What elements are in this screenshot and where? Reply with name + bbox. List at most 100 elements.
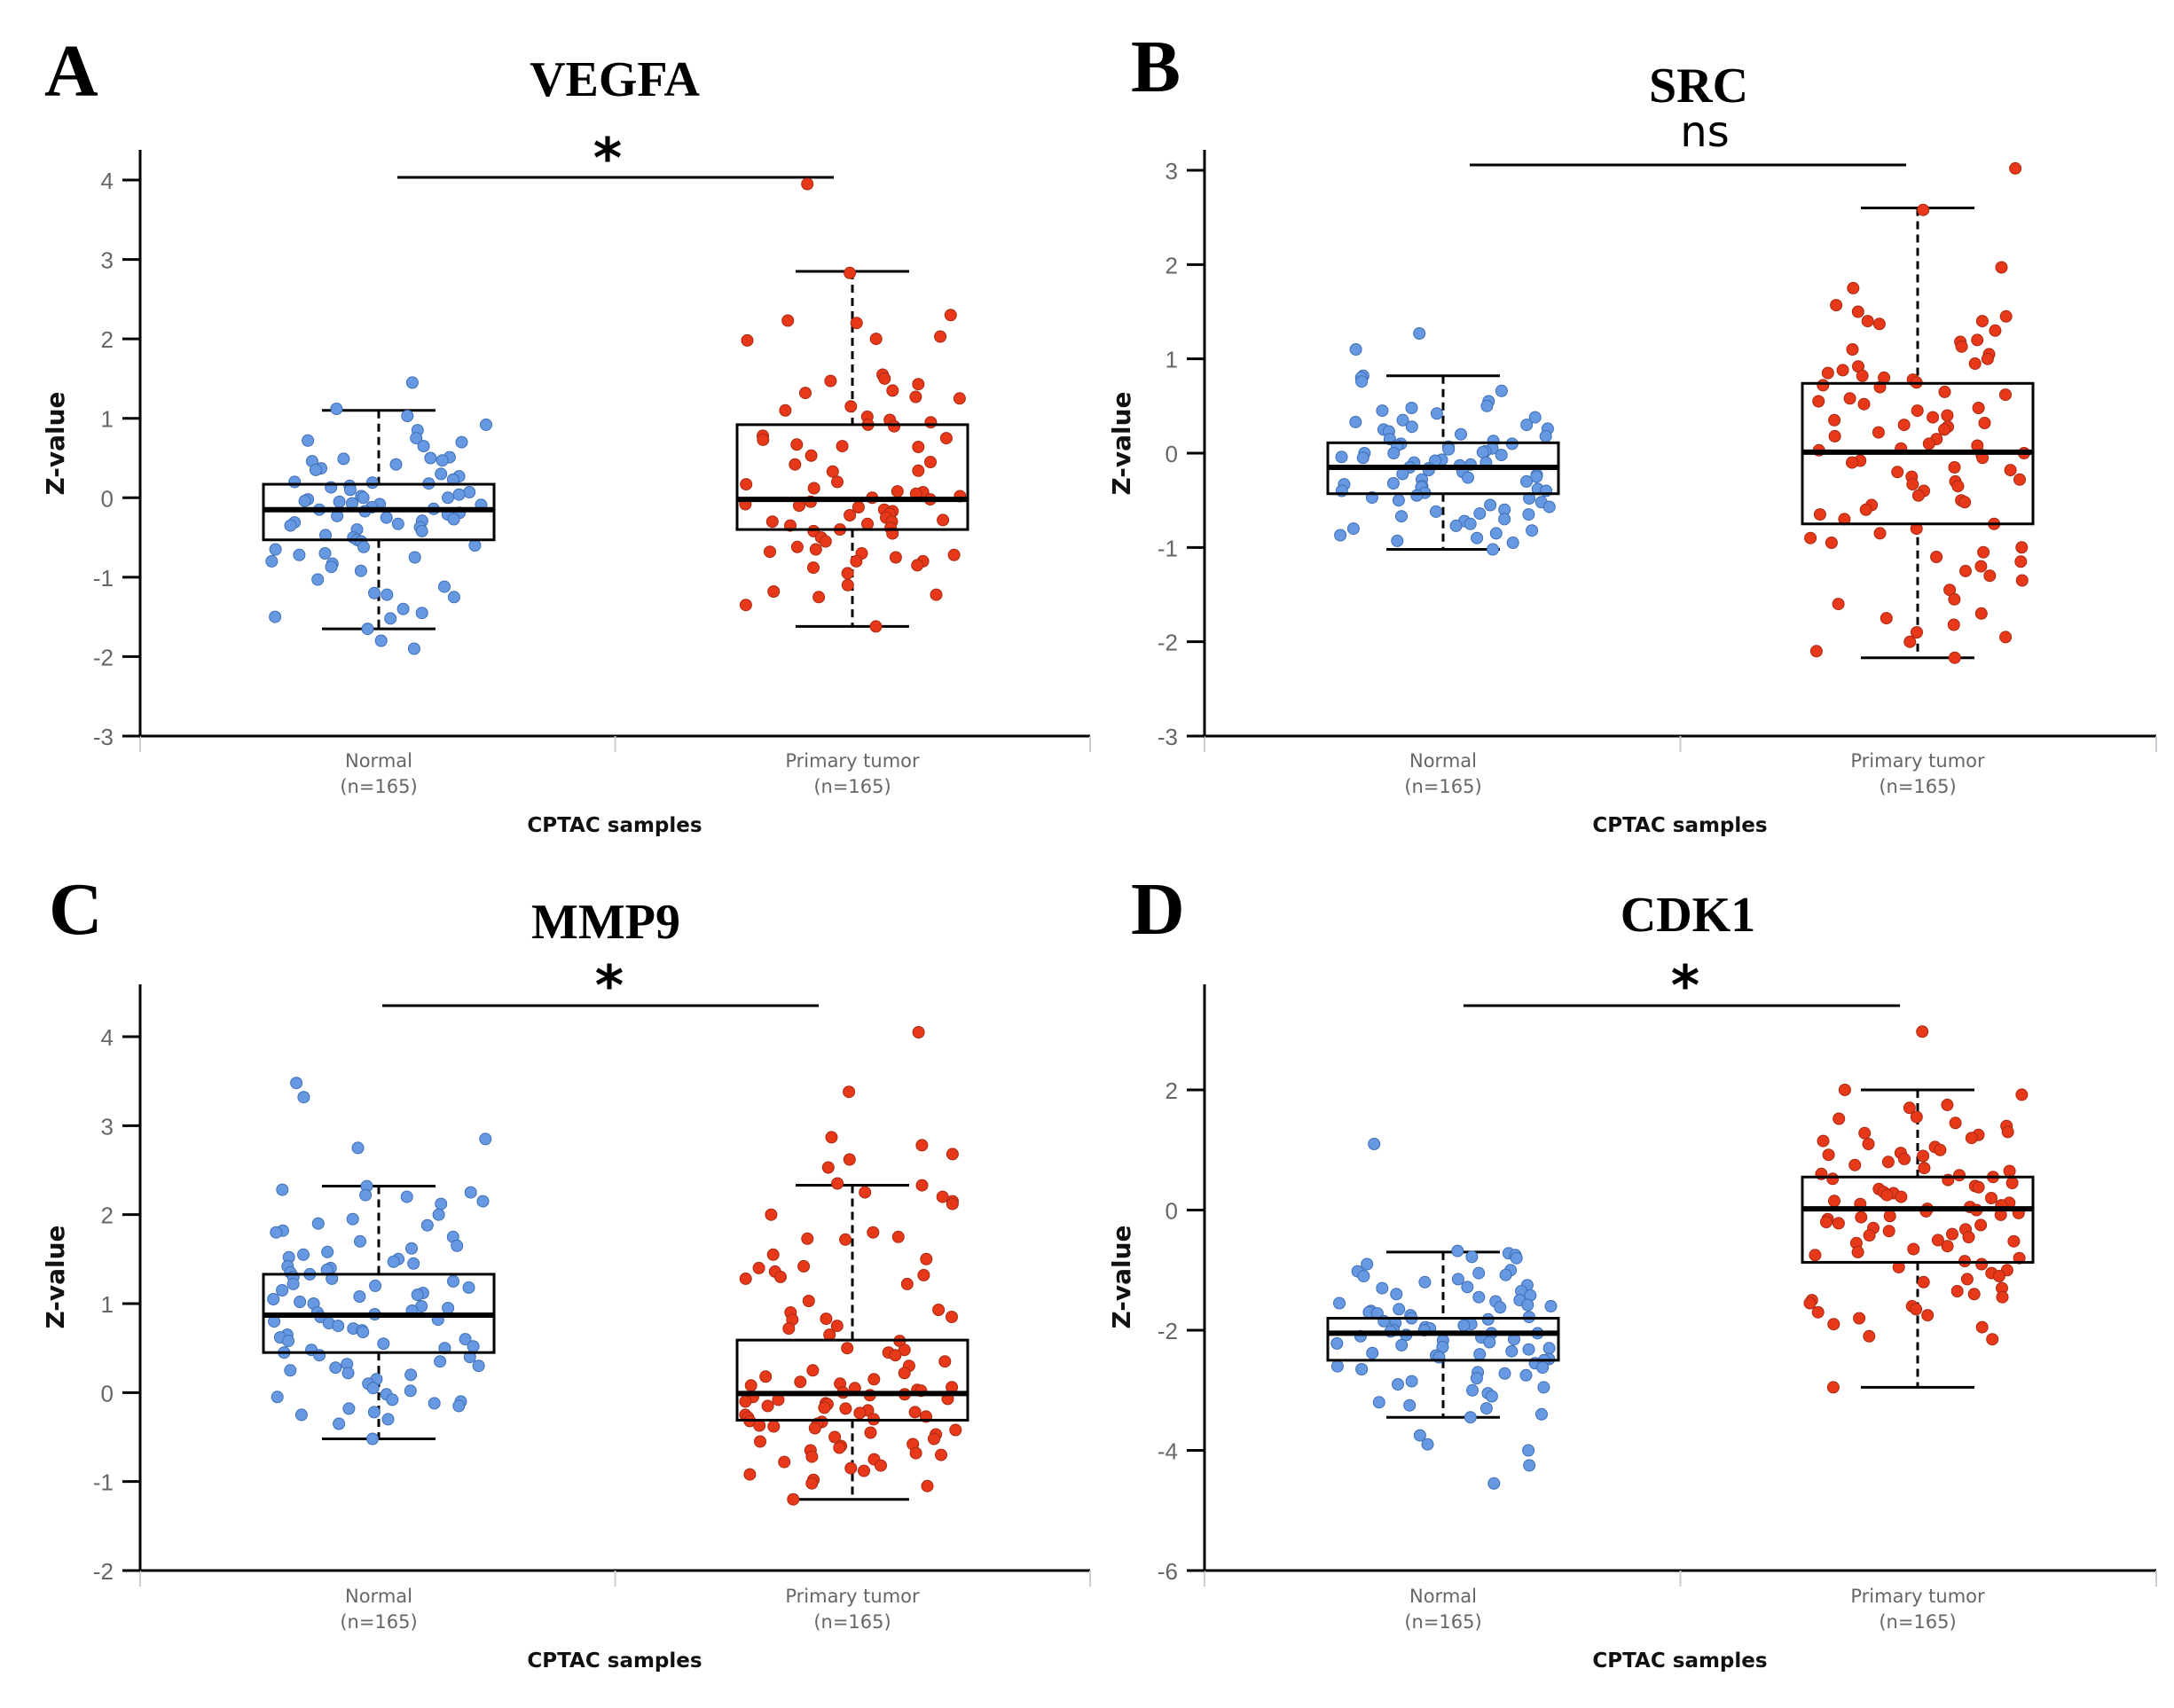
data-point bbox=[462, 1281, 475, 1294]
data-point bbox=[767, 585, 781, 598]
data-point bbox=[1832, 1217, 1845, 1230]
data-point bbox=[330, 403, 343, 415]
data-point bbox=[1484, 498, 1497, 512]
data-point bbox=[1376, 1281, 1389, 1295]
data-point bbox=[1539, 429, 1552, 443]
data-point bbox=[1883, 1210, 1896, 1223]
data-point bbox=[1960, 1273, 1974, 1286]
data-point bbox=[1975, 1257, 1989, 1271]
data-point bbox=[1809, 645, 1823, 658]
data-point bbox=[1349, 343, 1362, 356]
data-point bbox=[1472, 1266, 1486, 1280]
data-point bbox=[1992, 1270, 2005, 1282]
data-point bbox=[909, 390, 922, 403]
data-point bbox=[408, 551, 421, 564]
data-point bbox=[1863, 1229, 1876, 1242]
data-point bbox=[744, 1379, 757, 1392]
data-point bbox=[757, 433, 770, 446]
data-point bbox=[1368, 1138, 1381, 1150]
data-point bbox=[1392, 1378, 1404, 1391]
data-point bbox=[1813, 508, 1826, 521]
data-point bbox=[1881, 1156, 1895, 1169]
data-point bbox=[438, 1342, 451, 1355]
data-point bbox=[2004, 464, 2017, 477]
data-point bbox=[1521, 1298, 1534, 1312]
data-point bbox=[801, 1232, 814, 1245]
data-point bbox=[404, 1384, 417, 1398]
data-point bbox=[294, 1296, 307, 1308]
data-point bbox=[2015, 1088, 2029, 1101]
data-point bbox=[1392, 494, 1405, 507]
data-point bbox=[908, 1406, 922, 1419]
data-point bbox=[1855, 1210, 1868, 1224]
data-point bbox=[1941, 1098, 1954, 1111]
data-point bbox=[1911, 489, 1925, 502]
data-point bbox=[1330, 1336, 1344, 1350]
data-point bbox=[1817, 1134, 1830, 1148]
series-tumor bbox=[735, 1026, 969, 1506]
data-point bbox=[1962, 1231, 1975, 1243]
data-point bbox=[804, 449, 818, 462]
panel-d: D CDK1 * CPTAC samples Z-value Normal (n… bbox=[1107, 868, 2157, 1673]
data-point bbox=[391, 517, 404, 530]
data-point bbox=[2001, 1125, 2014, 1139]
data-point bbox=[1974, 607, 1988, 620]
data-point bbox=[1977, 545, 1990, 559]
data-point bbox=[774, 1270, 787, 1283]
data-point bbox=[1480, 399, 1494, 412]
chart-title-b: SRC bbox=[1649, 59, 1748, 114]
data-point bbox=[293, 548, 306, 561]
data-point bbox=[1930, 551, 1943, 563]
data-point bbox=[333, 495, 346, 508]
data-point bbox=[888, 419, 901, 433]
data-point bbox=[1505, 1344, 1519, 1358]
data-point bbox=[343, 483, 357, 497]
panel-letter-d: D bbox=[1131, 868, 1185, 951]
data-point bbox=[1822, 1148, 1835, 1162]
category-n-tumor-b: (n=165) bbox=[1879, 776, 1956, 797]
data-point bbox=[898, 1367, 911, 1380]
data-point bbox=[1470, 1372, 1483, 1385]
data-point bbox=[1917, 1275, 1930, 1289]
data-point bbox=[867, 1373, 881, 1386]
data-point bbox=[1442, 443, 1456, 456]
data-point bbox=[1828, 429, 1841, 443]
data-point bbox=[853, 1406, 867, 1420]
data-point bbox=[1947, 618, 1960, 631]
data-point bbox=[1918, 1162, 1931, 1175]
data-point bbox=[276, 1284, 289, 1297]
data-point bbox=[1999, 309, 2013, 323]
data-point bbox=[1528, 411, 1542, 424]
data-point bbox=[1825, 537, 1838, 549]
data-point bbox=[850, 317, 863, 330]
data-point bbox=[1499, 1268, 1512, 1281]
data-point bbox=[1931, 1234, 1944, 1247]
data-point bbox=[1880, 612, 1893, 625]
data-point bbox=[452, 1399, 466, 1413]
data-point bbox=[878, 372, 891, 385]
data-point bbox=[1873, 527, 1887, 540]
data-point bbox=[386, 1393, 399, 1406]
data-point bbox=[1405, 1375, 1418, 1388]
data-point bbox=[826, 465, 839, 478]
y-tick-label: 2 bbox=[1165, 252, 1178, 278]
category-label-tumor-d: Primary tumor bbox=[1850, 1586, 1985, 1607]
data-point bbox=[1846, 456, 1858, 469]
y-tick-label: -1 bbox=[93, 565, 114, 592]
y-tick-label: -3 bbox=[1158, 724, 1178, 750]
data-point bbox=[310, 463, 322, 476]
data-point bbox=[447, 1274, 459, 1288]
data-point bbox=[930, 588, 943, 601]
significance-label-d: * bbox=[1671, 953, 1699, 1018]
data-point bbox=[2013, 473, 2026, 486]
data-point bbox=[779, 403, 792, 417]
category-label-tumor-c: Primary tumor bbox=[785, 1586, 920, 1607]
data-point bbox=[1465, 1250, 1479, 1264]
data-point bbox=[1975, 1320, 1989, 1334]
data-point bbox=[1476, 445, 1489, 458]
data-point bbox=[357, 491, 370, 505]
data-point bbox=[1536, 1361, 1550, 1374]
data-point bbox=[351, 1141, 365, 1155]
significance-label-c: * bbox=[595, 953, 624, 1018]
plot-area-a: -3 -2 -1 0 1 2 3 4 bbox=[93, 150, 1091, 752]
